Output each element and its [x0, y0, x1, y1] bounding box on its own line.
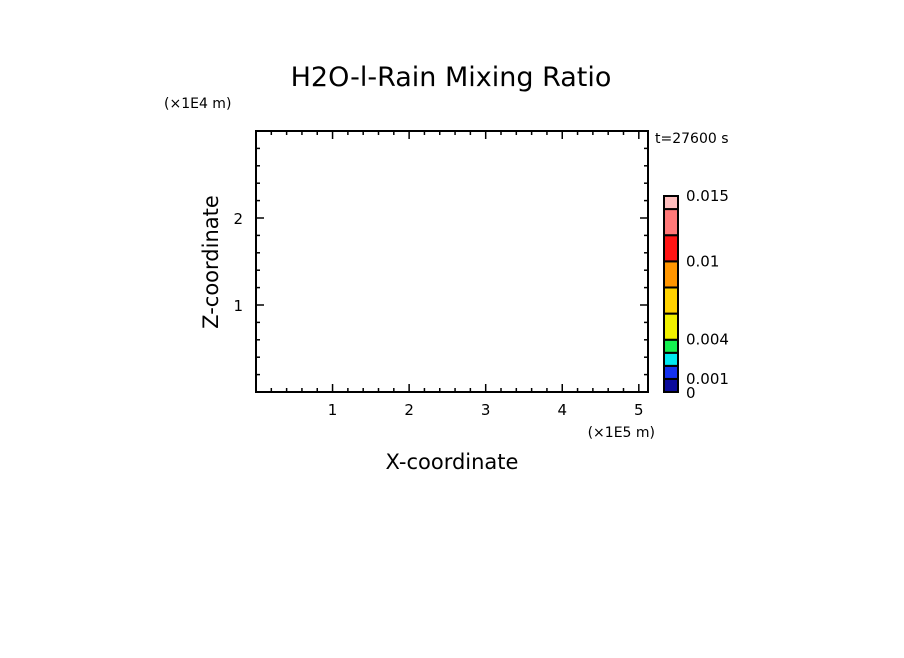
colorbar-segment	[663, 195, 679, 211]
colorbar-segment	[663, 377, 679, 393]
x-tick-label: 1	[328, 401, 338, 419]
x-tick-label: 2	[404, 401, 414, 419]
y-tick-label: 2	[233, 210, 243, 228]
plot-frame	[255, 130, 649, 393]
x-tick-label: 3	[481, 401, 491, 419]
x-tick-label: 4	[557, 401, 567, 419]
colorbar-tick-label: 0.01	[686, 252, 719, 270]
x-unit-label: (×1E5 m)	[588, 425, 655, 441]
y-tick-label: 1	[233, 297, 243, 315]
time-label: t=27600 s	[655, 131, 729, 147]
colorbar-tick-label: 0.004	[686, 331, 729, 349]
colorbar-segment	[663, 208, 679, 237]
colorbar-segment	[663, 234, 679, 263]
y-unit-label: (×1E4 m)	[164, 96, 231, 112]
chart-title: H2O-l-Rain Mixing Ratio	[291, 62, 612, 93]
colorbar-segment	[663, 260, 679, 289]
x-axis-label: X-coordinate	[386, 450, 519, 474]
colorbar-tick-label: 0	[686, 384, 696, 402]
x-tick-label: 5	[634, 401, 644, 419]
colorbar-segment	[663, 286, 679, 315]
colorbar-segment	[663, 351, 679, 367]
colorbar-segment	[663, 312, 679, 341]
colorbar-tick-label: 0.015	[686, 187, 729, 205]
colorbar-segment	[663, 338, 679, 354]
colorbar-tick-label: 0.001	[686, 370, 729, 388]
y-axis-label: Z-coordinate	[199, 195, 223, 329]
colorbar-segment	[663, 364, 679, 380]
